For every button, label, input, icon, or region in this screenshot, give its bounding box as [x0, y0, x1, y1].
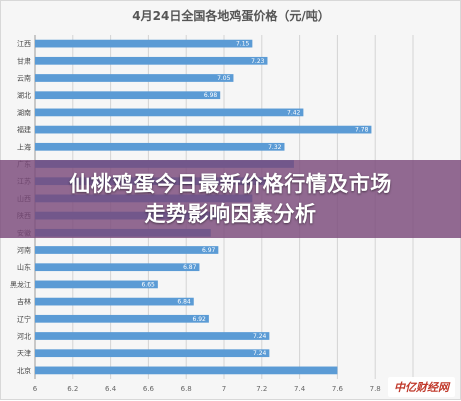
watermark: 中亿财经网	[388, 377, 455, 397]
bar	[35, 108, 304, 117]
bar	[35, 297, 194, 306]
category-label: 上海	[17, 142, 31, 151]
category-label: 江西	[17, 40, 31, 48]
data-label: 7.32	[268, 144, 282, 151]
headline-line-2: 走势影响因素分析	[144, 202, 317, 226]
data-label: 7.24	[253, 350, 267, 357]
x-tick-label: 7.2	[256, 385, 267, 393]
x-tick-label: 7.8	[370, 385, 381, 393]
category-label: 湖北	[17, 91, 31, 100]
data-label: 6.87	[183, 264, 197, 271]
bar	[35, 332, 270, 340]
chart-title: 4月24日全国各地鸡蛋价格（元/吨）	[132, 8, 329, 23]
headline-banner: 仙桃鸡蛋今日最新价格行情及市场 走势影响因素分析	[0, 160, 461, 238]
data-label: 7.15	[236, 41, 250, 48]
category-label: 河北	[17, 333, 31, 341]
category-label: 甘肃	[17, 56, 31, 65]
data-label: 6.65	[141, 281, 155, 288]
category-label: 黑龙江	[10, 280, 31, 289]
data-label: 7.05	[217, 75, 231, 82]
category-label: 河南	[17, 246, 31, 255]
bar	[35, 280, 158, 289]
x-tick-label: 7	[222, 385, 226, 393]
x-axis-ticks: 66.26.46.66.877.27.47.67.88	[33, 385, 415, 393]
x-tick-label: 6.2	[67, 385, 78, 393]
bar	[35, 125, 372, 134]
data-label: 6.84	[177, 299, 191, 306]
x-tick-label: 6.6	[143, 385, 155, 393]
headline-line-1: 仙桃鸡蛋今日最新价格行情及市场	[69, 172, 392, 196]
category-label: 辽宁	[17, 314, 31, 323]
category-label: 吉林	[17, 297, 31, 306]
bar	[35, 366, 338, 375]
bar	[35, 263, 200, 272]
data-label: 6.97	[202, 247, 216, 254]
category-label: 天津	[17, 350, 31, 358]
bar	[35, 39, 253, 48]
x-tick-label: 7.4	[294, 385, 306, 393]
bar	[35, 314, 209, 323]
data-label: 7.23	[251, 58, 265, 65]
x-tick-label: 7.6	[332, 385, 344, 393]
category-label: 福建	[17, 125, 31, 134]
bar	[35, 142, 285, 151]
data-label: 7.42	[287, 109, 301, 116]
bar	[35, 246, 219, 254]
data-label: 7.24	[253, 333, 267, 340]
data-label: 6.98	[204, 92, 218, 99]
bar	[35, 56, 268, 65]
bar	[35, 349, 270, 358]
data-label: 6.92	[193, 316, 207, 323]
watermark-logo: 中亿财经网	[394, 381, 449, 394]
x-tick-label: 6	[33, 385, 38, 393]
category-label: 湖南	[17, 108, 31, 117]
bar	[35, 91, 221, 100]
bar	[35, 74, 234, 82]
category-label: 云南	[17, 74, 31, 83]
x-tick-label: 6.8	[181, 385, 192, 393]
data-label: 7.78	[355, 127, 369, 134]
category-label: 山东	[17, 263, 31, 272]
category-label: 北京	[17, 366, 31, 375]
x-tick-label: 6.4	[105, 385, 117, 393]
